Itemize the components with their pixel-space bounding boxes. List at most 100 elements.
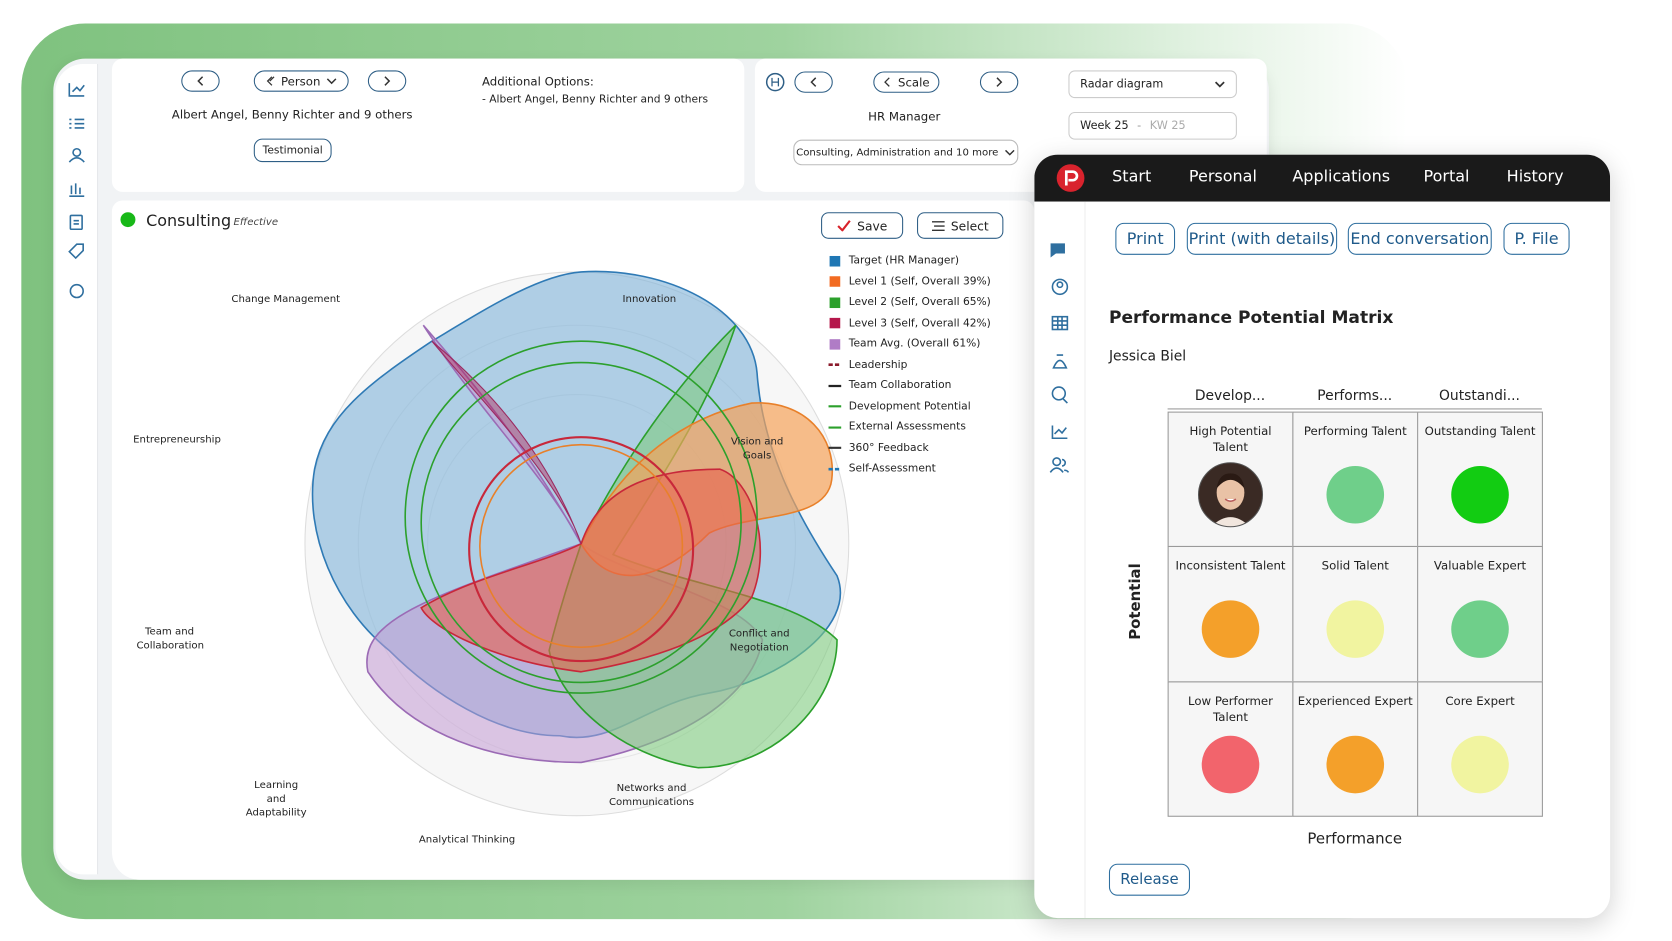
legend-swatch [829,317,841,329]
matrix-cell[interactable]: Performing Talent [1292,411,1419,548]
chevron [327,78,337,85]
radar-status: Effective [233,216,279,229]
prev-button[interactable] [794,71,833,93]
legend-item: Self-Assessment [828,463,936,475]
action-button[interactable]: P. File [1503,222,1570,255]
chevron [197,76,204,86]
logo[interactable] [1056,163,1086,193]
prev-button[interactable] [181,70,220,92]
radar-line [420,361,742,684]
axis-label: Innovation [622,293,677,305]
cell-label: Experienced Expert [1297,693,1413,708]
selection-text: Albert Angel, Benny Richter and 9 others [171,107,413,122]
action-button[interactable]: Print (with details) [1186,222,1338,255]
column-rule [1167,408,1542,410]
sidebar-icons[interactable] [55,73,98,329]
sidebar [55,63,99,875]
nav-item[interactable]: History [1506,166,1564,186]
person-dropdown[interactable]: Person [253,70,349,92]
matrix-cell[interactable]: Experienced Expert [1292,680,1419,817]
legend-item: External Assessments [828,421,966,433]
chevron [384,76,391,86]
panel-sidebar [1034,201,1086,919]
x-axis-label: Performance [1307,830,1403,848]
legend-item: 360° Feedback [828,441,929,454]
matrix-cell[interactable]: Valuable Expert [1417,546,1543,682]
selection-card: Person Albert Angel, Benny Richter and 9… [111,58,745,192]
legend-item: Level 1 (Self, Overall 39%) [829,276,991,287]
icon [884,77,890,87]
toggle-icon[interactable] [765,71,786,92]
nav-item[interactable]: Personal [1188,166,1257,186]
chevron [1214,81,1225,88]
testimonial-button[interactable]: Testimonial [253,138,332,163]
legend-label: 360° Feedback [848,441,929,454]
matrix-cell[interactable]: Low Performer Talent [1167,680,1294,817]
chevron [1005,149,1015,156]
save-button[interactable]: Save [821,212,904,239]
week-end: KW 25 [1149,119,1186,133]
cell-label: Valuable Expert [1433,559,1527,573]
cell-label: Low Performer Talent [1188,693,1273,724]
nav-item[interactable]: Applications [1292,166,1391,186]
radar-area [431,340,582,545]
week-range[interactable]: Week 25- KW 25 [1068,111,1237,140]
status-dot [120,212,136,228]
status-circle [1451,600,1509,659]
matrix-cell[interactable]: Solid Talent [1292,546,1419,682]
person-name: Jessica Biel [1108,348,1187,365]
matrix-panel: Start Personal Applications Portal History P… [1034,154,1611,919]
legend-label: External Assessments [848,421,966,433]
legend-swatch [828,467,842,470]
legend-label: Target (HR Manager) [848,254,960,267]
scale-label: Scale [898,75,930,90]
cell-label: Core Expert [1445,693,1515,708]
matrix-cell[interactable]: Inconsistent Talent [1167,546,1294,682]
release-button[interactable]: Release [1108,863,1190,896]
legend-swatch [829,296,841,308]
action-button[interactable]: End conversation [1347,222,1492,255]
select-label: Select [950,218,989,233]
options-title: Additional Options: [481,74,594,89]
legend-label: Development Potential [848,400,971,413]
next-button[interactable] [367,70,407,92]
nav-item[interactable]: Portal [1423,166,1470,186]
status-circle [1326,465,1385,524]
radar-card: Consulting Effective Save Select [111,200,1035,880]
matrix-cell[interactable]: Core Expert [1417,680,1543,817]
matrix-cell[interactable]: High Potential Talent [1167,411,1294,548]
week-start: Week 25 [1080,119,1129,133]
column-header: Outstandi... [1439,388,1520,405]
legend-swatch [829,255,841,267]
action-button[interactable]: Print [1115,222,1176,255]
view-label: Radar diagram [1080,77,1164,91]
view-dropdown[interactable]: Radar diagram [1068,70,1237,99]
axis-label: Learning and Adaptability [245,779,307,819]
next-button[interactable] [979,71,1019,93]
select-button[interactable]: Select [917,212,1004,239]
status-circle [1326,600,1385,659]
column-header: Performs... [1317,388,1393,405]
save-label: Save [857,218,888,233]
legend-item: Leadership [828,359,907,371]
week-separator: - [1137,119,1142,133]
check-icon [837,220,851,232]
legend-item: Team Collaboration [828,380,951,391]
cell-label: Inconsistent Talent [1175,559,1286,573]
radar-title: Consulting [146,211,232,231]
axis-label: Conflict and Negotiation [728,628,790,654]
legend-item: Team Avg. (Overall 61%) [829,338,980,350]
column-header: Develop... [1194,388,1266,405]
axis-label: Analytical Thinking [418,833,516,846]
cell-label: High Potential Talent [1189,424,1272,455]
panel-icons[interactable] [1034,234,1085,501]
scale-button[interactable]: Scale [873,71,940,93]
matrix-cell[interactable]: Outstanding Talent [1417,411,1543,548]
legend-item: Level 2 (Self, Overall 65%) [829,296,991,308]
chevron [996,77,1003,87]
legend-swatch [828,363,842,367]
nav-item[interactable]: Start [1112,166,1152,186]
departments-dropdown[interactable]: Consulting, Administration and 10 more [793,139,1019,166]
cell-label: Outstanding Talent [1424,424,1536,439]
